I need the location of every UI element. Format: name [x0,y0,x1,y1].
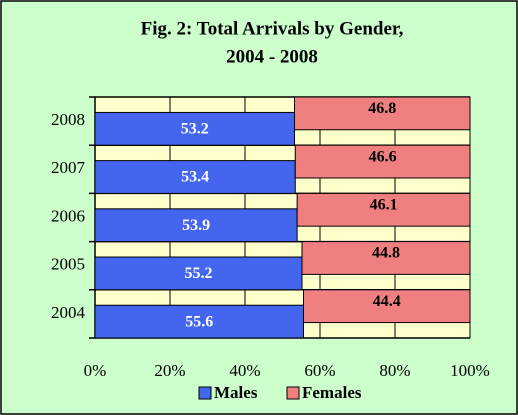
y-tick-label: 2005 [51,255,85,274]
bar [94,304,304,339]
data-label: 44.8 [372,245,400,262]
legend-label: Males [214,383,258,402]
y-tick-label: 2004 [51,303,86,322]
data-label: 53.4 [181,169,209,186]
bar [303,289,471,324]
data-label: 53.2 [181,120,209,137]
legend-label: Females [302,383,362,402]
data-label: 55.6 [185,313,213,330]
x-tick-label: 100% [450,361,490,380]
bar [94,208,298,243]
legend-swatch [198,386,212,400]
data-label: 46.8 [368,100,396,117]
bar [94,160,296,194]
data-label: 44.4 [373,293,401,310]
y-tick-label: 2006 [51,206,85,225]
y-tick-label: 2008 [51,110,85,129]
data-label: 55.2 [185,265,213,282]
bar [301,241,471,275]
x-tick-label: 0% [84,361,107,380]
data-label: 46.6 [369,148,397,165]
x-tick-label: 40% [229,361,260,380]
data-label: 46.1 [370,196,398,213]
chart-title: 2004 - 2008 [226,46,318,67]
bar [296,192,471,227]
chart-title: Fig. 2: Total Arrivals by Gender, [141,18,404,39]
x-tick-label: 80% [379,361,410,380]
y-tick-label: 2007 [51,158,86,177]
bar [294,144,471,179]
x-tick-label: 20% [154,361,185,380]
x-tick-label: 60% [304,361,335,380]
data-label: 53.9 [182,217,210,234]
bar [94,111,295,146]
bar [294,96,471,131]
legend-swatch [286,386,300,400]
